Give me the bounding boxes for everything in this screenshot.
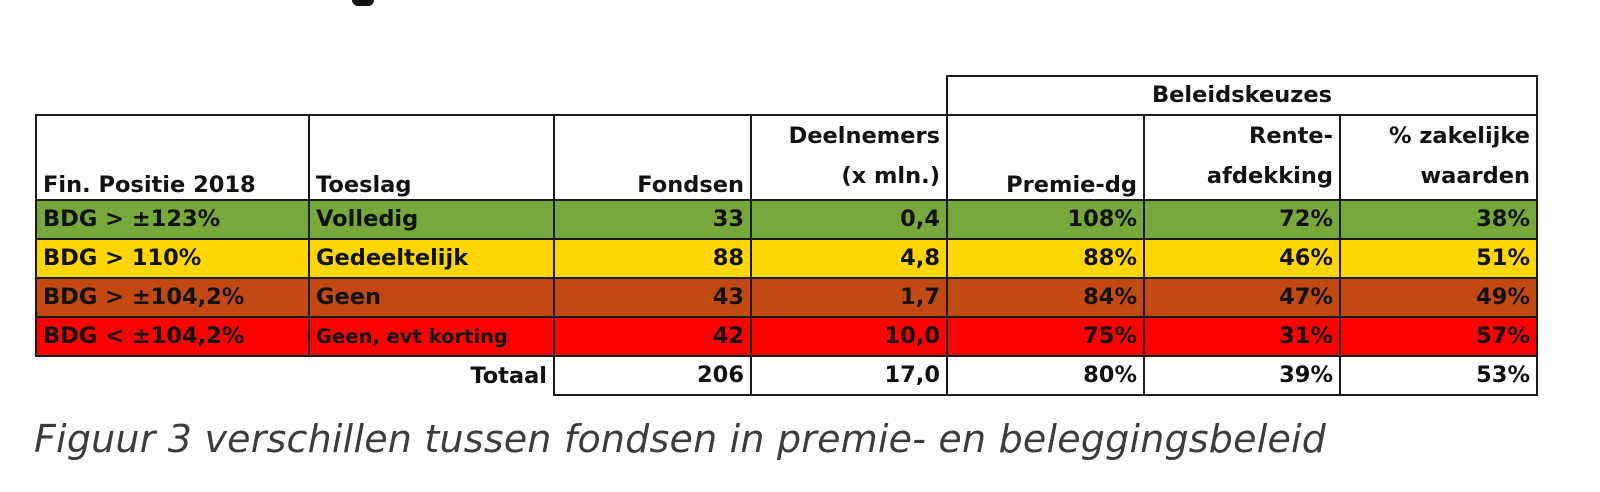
header-toeslag: Toeslag [308,114,555,201]
cell-deelnemers: 0,4 [750,199,948,240]
cell-zakelijk: 57% [1339,316,1538,357]
cell-premie: 108% [946,199,1145,240]
header-zakelijk-line1: % zakelijke [1388,123,1530,149]
header-renteafdekking: Rente- afdekking [1143,114,1341,201]
column-header-row: Fin. Positie 2018 Toeslag Fondsen Deelne… [35,114,1538,201]
table-row: BDG > ±104,2% Geen 43 1,7 84% 47% 49% [35,277,1538,318]
total-premie: 80% [946,355,1145,396]
beleidskeuzes-header: Beleidskeuzes [946,75,1538,116]
cell-toeslag: Geen, evt korting [308,316,555,357]
cell-deelnemers: 4,8 [750,238,948,279]
empty-corner [36,76,947,115]
cell-zakelijk: 51% [1339,238,1538,279]
cell-zakelijk: 38% [1339,199,1538,240]
cell-fondsen: 88 [553,238,752,279]
header-rente-line2: afdekking [1206,163,1333,189]
cell-positie: BDG < ±104,2% [35,316,310,357]
figure-caption: Figuur 3 verschillen tussen fondsen in p… [34,417,1327,461]
total-deelnemers: 17,0 [750,355,948,396]
table-row: BDG > ±123% Volledig 33 0,4 108% 72% 38% [35,199,1538,240]
cell-premie: 84% [946,277,1145,318]
cell-positie: BDG > ±104,2% [35,277,310,318]
table-row: BDG < ±104,2% Geen, evt korting 42 10,0 … [35,316,1538,357]
cell-fondsen: 42 [553,316,752,357]
total-row: Totaal 206 17,0 80% 39% 53% [36,355,1538,396]
cell-positie: BDG > ±123% [35,199,310,240]
table-row: BDG > 110% Gedeeltelijk 88 4,8 88% 46% 5… [35,238,1538,279]
group-header-row: Beleidskeuzes [36,75,1538,116]
cell-zakelijk: 49% [1339,277,1538,318]
cell-fondsen: 43 [553,277,752,318]
header-zakelijk-line2: waarden [1420,163,1530,189]
cell-rente: 47% [1143,277,1341,318]
header-premie-dg: Premie-dg [946,114,1145,201]
cell-fondsen: 33 [553,199,752,240]
cell-toeslag: Volledig [308,199,555,240]
header-rente-line1: Rente- [1249,123,1333,149]
cell-toeslag: Geen [308,277,555,318]
total-label: Totaal [36,355,555,395]
total-fondsen: 206 [553,355,752,396]
header-zakelijke-waarden: % zakelijke waarden [1339,114,1538,201]
cell-rente: 72% [1143,199,1341,240]
header-fondsen: Fondsen [553,114,752,201]
cell-premie: 88% [946,238,1145,279]
cell-deelnemers: 10,0 [750,316,948,357]
cell-rente: 46% [1143,238,1341,279]
cell-premie: 75% [946,316,1145,357]
financial-position-table: Beleidskeuzes Fin. Positie 2018 Toeslag … [35,75,1538,396]
total-rente: 39% [1143,355,1341,396]
cell-toeslag: Gedeeltelijk [308,238,555,279]
cell-positie: BDG > 110% [35,238,310,279]
cell-deelnemers: 1,7 [750,277,948,318]
total-zakelijk: 53% [1339,355,1538,396]
header-deelnemers-line1: Deelnemers [788,123,940,149]
cropped-heading-fragment [352,0,374,6]
header-deelnemers: Deelnemers (x mln.) [750,114,948,201]
header-fin-positie: Fin. Positie 2018 [35,114,310,201]
header-deelnemers-line2: (x mln.) [841,163,940,189]
cell-rente: 31% [1143,316,1341,357]
